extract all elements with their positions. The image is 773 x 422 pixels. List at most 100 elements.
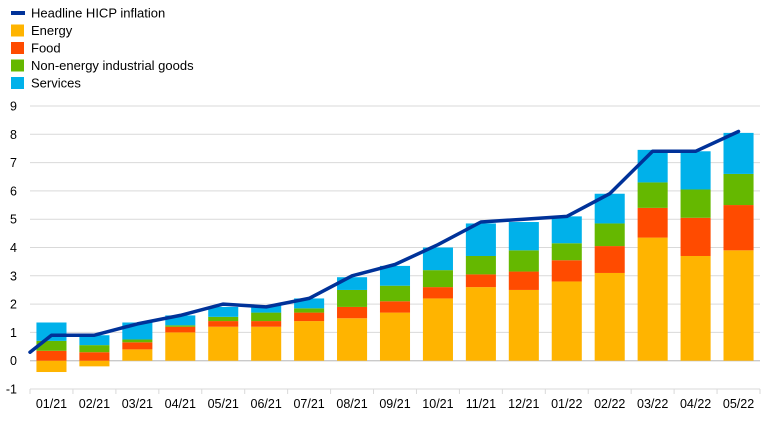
legend-label-food: Food	[31, 41, 61, 56]
bar-food	[337, 306, 368, 319]
y-tick-label: 7	[10, 156, 17, 170]
bar-services	[294, 298, 325, 309]
bar-non-energy-industrial-goods	[208, 316, 239, 322]
bar-energy	[680, 255, 711, 361]
y-tick-label: 8	[10, 128, 17, 142]
bar-services	[422, 247, 453, 271]
bar-services	[337, 277, 368, 290]
bar-services	[551, 216, 582, 244]
bar-energy	[251, 326, 282, 361]
bar-energy	[122, 349, 153, 361]
x-tick-label: 04/21	[165, 397, 196, 411]
y-tick-label: 5	[10, 213, 17, 227]
bar-non-energy-industrial-goods	[122, 339, 153, 343]
bar-non-energy-industrial-goods	[36, 340, 67, 351]
bar-food	[294, 312, 325, 322]
x-tick-label: 11/21	[466, 397, 496, 411]
legend-swatch-services	[11, 77, 24, 89]
bar-non-energy-industrial-goods	[379, 285, 411, 302]
bar-food	[122, 342, 153, 350]
bar-energy	[36, 360, 67, 373]
bar-services	[251, 305, 282, 313]
bar-food	[465, 274, 496, 288]
bar-energy	[551, 281, 582, 361]
bar-energy	[208, 326, 239, 361]
bar-food	[723, 205, 754, 251]
x-tick-label: 05/21	[208, 397, 239, 411]
x-tick-label: 04/22	[680, 397, 711, 411]
y-tick-label: 4	[10, 241, 17, 255]
bar-energy	[337, 318, 368, 361]
bar-food	[79, 352, 110, 361]
legend-label-non-energy-industrial-goods: Non-energy industrial goods	[31, 58, 194, 73]
bar-services	[508, 222, 539, 251]
bar-energy	[723, 250, 754, 361]
bar-food	[508, 271, 539, 290]
x-tick-label: 02/22	[594, 397, 625, 411]
bar-non-energy-industrial-goods	[551, 243, 582, 261]
bar-non-energy-industrial-goods	[251, 312, 282, 322]
legend-swatch-energy	[11, 24, 24, 37]
bar-services	[36, 322, 67, 341]
legend-label-energy: Energy	[31, 23, 73, 38]
bar-services	[723, 132, 754, 174]
x-tick-label: 12/21	[508, 397, 539, 411]
bar-non-energy-industrial-goods	[165, 325, 196, 327]
bar-non-energy-industrial-goods	[723, 173, 754, 206]
bar-food	[165, 326, 196, 333]
headline-line	[28, 129, 741, 354]
bar-energy	[79, 360, 110, 367]
bar-energy	[165, 332, 196, 361]
legend-label-services: Services	[31, 76, 81, 91]
legend-label-headline-hicp-inflation: Headline HICP inflation	[31, 6, 165, 21]
bar-energy	[379, 312, 411, 361]
bar-food	[594, 246, 625, 273]
y-tick-label: 3	[10, 269, 17, 283]
x-tick-label: 05/22	[723, 397, 754, 411]
x-tick-label: 08/21	[336, 397, 367, 411]
bar-services	[637, 149, 668, 183]
bar-food	[251, 321, 282, 327]
y-tick-label: 6	[10, 184, 17, 198]
bar-food	[680, 217, 711, 256]
y-axis-ticks: -1 0 1 2 3 4 5 6 7 8 9	[6, 100, 17, 397]
x-tick-label: 09/21	[379, 397, 410, 411]
bar-energy	[594, 272, 625, 361]
bar-services	[680, 151, 711, 190]
bar-non-energy-industrial-goods	[637, 182, 668, 208]
bar-non-energy-industrial-goods	[337, 289, 368, 307]
bar-non-energy-industrial-goods	[508, 250, 539, 272]
x-tick-label: 03/22	[637, 397, 668, 411]
x-tick-label: 07/21	[293, 397, 324, 411]
x-tick-label: 10/21	[422, 397, 453, 411]
bar-food	[379, 301, 411, 313]
bar-services	[208, 306, 239, 317]
y-tick-label: 0	[10, 354, 17, 368]
bar-services	[79, 335, 110, 346]
line-headline-hicp-inflation	[28, 129, 741, 354]
bar-non-energy-industrial-goods	[79, 345, 110, 353]
bar-food	[208, 321, 239, 327]
x-tick-label: 01/22	[551, 397, 582, 411]
bar-energy	[637, 237, 668, 361]
legend-swatch-non-energy-industrial-goods	[11, 59, 24, 72]
bars	[36, 132, 754, 373]
bar-food	[637, 207, 668, 238]
bar-food	[422, 287, 453, 299]
bar-services	[165, 315, 196, 326]
bar-non-energy-industrial-goods	[294, 308, 325, 313]
y-tick-label: -1	[6, 383, 17, 397]
x-tick-label: 06/21	[251, 397, 282, 411]
bar-energy	[422, 298, 453, 361]
legend: Headline HICP inflation Energy Food Non-ene…	[11, 6, 194, 91]
bar-food	[36, 350, 67, 361]
bar-non-energy-industrial-goods	[465, 255, 496, 275]
y-tick-label: 2	[10, 298, 17, 312]
bar-energy	[508, 289, 539, 361]
x-axis-ticks: 01/21 02/21 03/21 04/21 05/21 06/21 07/21 08/21…	[36, 397, 754, 411]
bar-energy	[294, 321, 325, 361]
y-tick-label: 9	[10, 100, 17, 114]
bar-food	[551, 260, 582, 282]
y-tick-label: 1	[10, 326, 17, 340]
